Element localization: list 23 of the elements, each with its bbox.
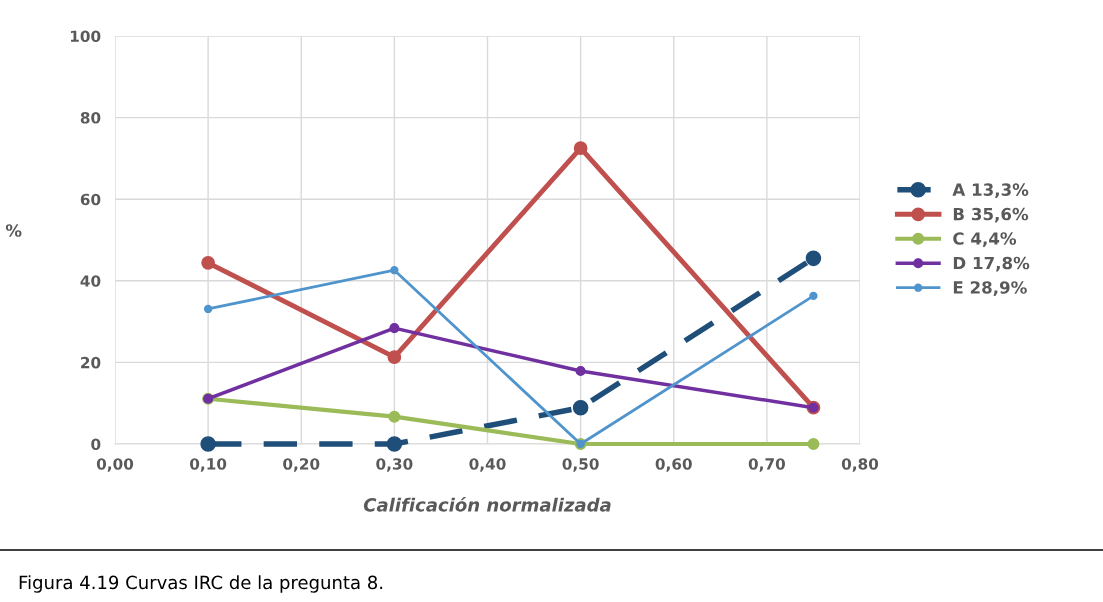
x-tick-label: 0,60 xyxy=(655,458,692,472)
x-axis-title: Calificación normalizada xyxy=(363,496,611,512)
x-tick-label: 0,20 xyxy=(283,458,320,472)
y-axis-title: % xyxy=(5,224,22,237)
x-tick-label: 0,70 xyxy=(748,458,785,472)
y-tick-label: 100 xyxy=(70,30,101,43)
legend-label: E 28,9% xyxy=(953,281,1027,296)
text: Figura 4.19 Curvas IRC de la pregunta 8. xyxy=(19,575,383,593)
x-tick-label: 0,30 xyxy=(376,458,413,472)
y-tick-label: 0 xyxy=(91,438,101,451)
legend-label: B 35,6% xyxy=(953,207,1029,223)
x-tick-label: 0,10 xyxy=(190,458,227,472)
y-tick-label: 40 xyxy=(80,275,101,287)
legend-label: D 17,8% xyxy=(953,256,1030,272)
x-tick-label: 0,00 xyxy=(96,458,134,472)
x-tick-label: 0,80 xyxy=(841,458,879,472)
legend-label: A 13,3% xyxy=(952,183,1029,199)
y-tick-label: 20 xyxy=(81,356,101,369)
legend-label: C 4,4% xyxy=(953,232,1017,247)
x-tick-label: 0,50 xyxy=(562,458,599,472)
y-tick-label: 80 xyxy=(80,112,101,124)
y-tick-label: 60 xyxy=(80,193,101,206)
x-tick-label: 0,40 xyxy=(469,458,506,472)
